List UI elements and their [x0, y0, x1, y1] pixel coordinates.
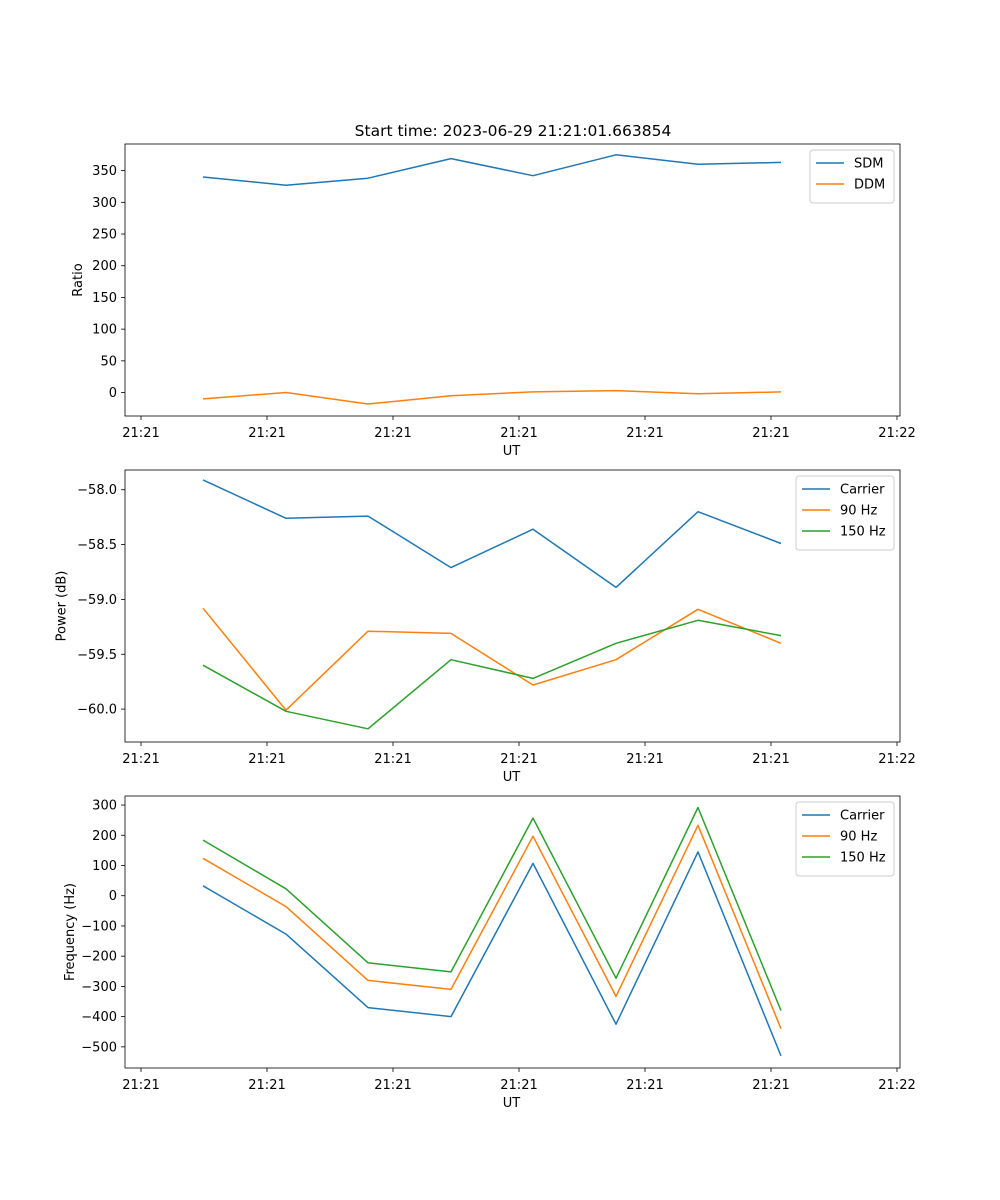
y-tick-label: −59.5 [77, 648, 117, 663]
legend: Carrier 90 Hz 150 Hz [795, 475, 895, 551]
y-tick-label: −300 [81, 980, 117, 995]
x-tick-label: 21:21 [500, 752, 537, 767]
y-tick-label: 0 [109, 386, 117, 401]
panel-1: 21:21 21:21 21:21 21:21 21:21 21:21 21:22 UT 0 50… [71, 143, 916, 459]
y-tick-label: −200 [81, 950, 117, 965]
legend-label: 150 Hz [840, 851, 886, 866]
x-tick-label: 21:21 [122, 426, 159, 441]
x-tick-label: 21:21 [122, 1078, 159, 1093]
x-tick-label: 21:21 [248, 426, 285, 441]
y-axis-label: Frequency (Hz) [63, 883, 78, 981]
x-tick-label: 21:21 [500, 1078, 537, 1093]
x-tick-label: 21:21 [626, 752, 663, 767]
legend-label: 90 Hz [840, 830, 877, 845]
series-line-carrier [202, 479, 782, 589]
series-line-150-hz [202, 619, 782, 730]
plot-frame [124, 795, 901, 1069]
x-tick-label: 21:21 [248, 1078, 285, 1093]
y-tick-label: −100 [81, 919, 117, 934]
panel-2: 21:21 21:21 21:21 21:21 21:21 21:21 21:22 UT −60… [55, 469, 916, 785]
y-tick-label: 350 [92, 164, 117, 179]
y-tick-label: 0 [109, 889, 117, 904]
series-line-90-hz [202, 607, 782, 711]
x-axis-label: UT [503, 1096, 521, 1111]
y-tick-label: 300 [92, 799, 117, 814]
y-tick-label: −59.0 [77, 593, 117, 608]
x-tick-label: 21:21 [752, 1078, 789, 1093]
y-tick-label: 200 [92, 259, 117, 274]
legend-label: Carrier [840, 809, 885, 824]
series-line-carrier [202, 851, 782, 1057]
y-axis-label: Ratio [71, 263, 86, 296]
x-tick-label: 21:21 [752, 752, 789, 767]
legend: Carrier 90 Hz 150 Hz [795, 801, 895, 877]
x-tick-label: 21:22 [878, 426, 915, 441]
series-line-sdm [202, 154, 782, 186]
y-tick-label: 200 [92, 829, 117, 844]
y-tick-label: −500 [81, 1040, 117, 1055]
y-axis-label: Power (dB) [55, 571, 70, 642]
x-tick-label: 21:21 [374, 752, 411, 767]
x-tick-label: 21:21 [248, 752, 285, 767]
y-tick-label: 300 [92, 196, 117, 211]
plot-frame [124, 469, 901, 743]
x-tick-label: 21:21 [374, 1078, 411, 1093]
x-tick-label: 21:22 [878, 1078, 915, 1093]
chart-title: Start time: 2023-06-29 21:21:01.663854 [355, 122, 672, 140]
legend: SDM DDM [809, 149, 895, 204]
y-tick-label: −58.5 [77, 538, 117, 553]
legend-label: 90 Hz [840, 504, 877, 519]
series-line-150-hz [202, 806, 782, 1011]
x-tick-label: 21:21 [122, 752, 159, 767]
x-axis-label: UT [503, 770, 521, 785]
y-tick-label: 100 [92, 323, 117, 338]
legend-label: Carrier [840, 483, 885, 498]
y-tick-label: 50 [100, 354, 117, 369]
y-tick-label: −58.0 [77, 483, 117, 498]
series-line-90-hz [202, 824, 782, 1029]
panel-3: 21:21 21:21 21:21 21:21 21:21 21:21 21:22 UT −50… [63, 795, 916, 1111]
x-tick-label: 21:21 [626, 1078, 663, 1093]
y-tick-label: 250 [92, 228, 117, 243]
x-tick-label: 21:21 [752, 426, 789, 441]
x-axis-label: UT [503, 444, 521, 459]
legend-label: 150 Hz [840, 525, 886, 540]
y-tick-label: −60.0 [77, 703, 117, 718]
x-tick-label: 21:21 [626, 426, 663, 441]
y-tick-label: 100 [92, 859, 117, 874]
plot-frame [124, 143, 901, 417]
series-line-ddm [202, 389, 782, 405]
x-tick-label: 21:22 [878, 752, 915, 767]
x-tick-label: 21:21 [374, 426, 411, 441]
y-tick-label: 150 [92, 291, 117, 306]
y-tick-label: −400 [81, 1010, 117, 1025]
x-tick-label: 21:21 [500, 426, 537, 441]
legend-label: DDM [854, 178, 885, 193]
legend-label: SDM [854, 157, 883, 172]
